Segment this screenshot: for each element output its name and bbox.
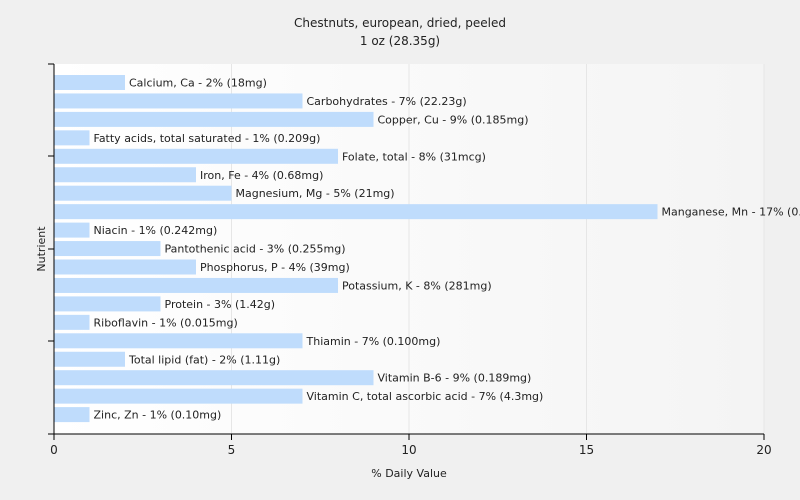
bar-label: Manganese, Mn - 17% (0.335mg) [662,206,800,219]
bar-label: Copper, Cu - 9% (0.185mg) [378,113,529,126]
bar-label: Potassium, K - 8% (281mg) [342,279,492,292]
x-axis-title: % Daily Value [371,467,447,480]
x-tick-label: 10 [401,443,416,457]
bar [54,333,303,349]
bar-label: Niacin - 1% (0.242mg) [94,224,218,237]
x-tick-label: 5 [228,443,236,457]
bar [54,148,338,164]
bar-label: Folate, total - 8% (31mcg) [342,150,486,163]
axes: 0 5 10 15 20 [48,63,772,457]
bar [54,296,161,312]
bar-label: Zinc, Zn - 1% (0.10mg) [94,409,222,422]
bar [54,351,125,367]
bar [54,370,374,386]
bar-label: Riboflavin - 1% (0.015mg) [94,316,238,329]
y-axis-title: Nutrient [35,226,48,272]
bar-label: Pantothenic acid - 3% (0.255mg) [165,243,346,256]
bar [54,259,196,275]
bar [54,241,161,257]
bar [54,185,232,201]
bar-label: Iron, Fe - 4% (0.68mg) [200,169,323,182]
bars [54,75,658,423]
x-tick-label: 20 [756,443,771,457]
x-tick-label: 15 [579,443,594,457]
bar-label: Phosphorus, P - 4% (39mg) [200,261,350,274]
x-tick-label: 0 [50,443,58,457]
chart-subtitle: 1 oz (28.35g) [360,34,440,48]
bar [54,314,90,330]
bar-label: Vitamin C, total ascorbic acid - 7% (4.3… [307,390,544,403]
bar [54,111,374,127]
bar-label: Calcium, Ca - 2% (18mg) [129,77,267,90]
bar [54,407,90,423]
chart-title: Chestnuts, european, dried, peeled [294,16,506,30]
bar [54,93,303,109]
bar [54,75,125,90]
bar-label: Total lipid (fat) - 2% (1.11g) [128,353,280,366]
bar [54,167,196,183]
bar-labels: Calcium, Ca - 2% (18mg) Carbohydrates - 7… [94,77,800,422]
bar [54,204,658,220]
bar-label: Magnesium, Mg - 5% (21mg) [236,187,395,200]
bar-label: Thiamin - 7% (0.100mg) [306,335,441,348]
bar [54,222,90,238]
bar [54,388,303,404]
bar-label: Carbohydrates - 7% (22.23g) [307,95,467,108]
bar-label: Vitamin B-6 - 9% (0.189mg) [378,372,532,385]
bar-label: Fatty acids, total saturated - 1% (0.209… [94,132,321,145]
bar [54,130,90,146]
bar-label: Protein - 3% (1.42g) [165,298,276,311]
bar [54,277,338,293]
